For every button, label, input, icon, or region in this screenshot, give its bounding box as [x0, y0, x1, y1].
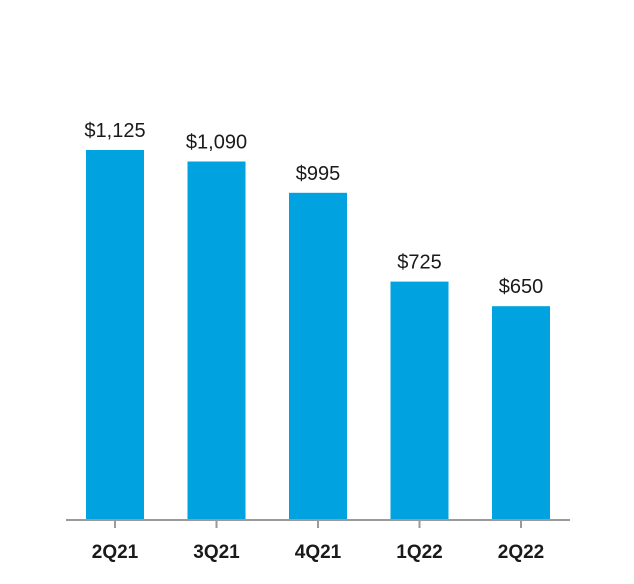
data-label-1q22: $725: [397, 252, 442, 274]
bar-group: [86, 150, 550, 521]
data-label-2q22: $650: [499, 276, 544, 298]
data-label-3q21: $1,090: [186, 132, 247, 154]
x-tick-label-group: 2Q21 3Q21 4Q21 1Q22 2Q22: [92, 542, 544, 563]
data-label-2q21: $1,125: [84, 120, 145, 142]
bar-4q21: [289, 192, 347, 521]
data-label-group: $1,125 $1,090 $995 $725 $650: [84, 120, 543, 298]
data-label-4q21: $995: [296, 163, 341, 185]
x-tick-group: [114, 520, 522, 528]
x-tick-label-3q21: 3Q21: [193, 542, 240, 563]
bar-3q21: [187, 161, 246, 520]
x-tick-label-2q21: 2Q21: [92, 542, 139, 563]
bar-2q22: [492, 306, 550, 520]
bar-1q22: [390, 281, 449, 520]
x-tick-label-4q21: 4Q21: [295, 542, 342, 563]
bar-2q21: [86, 150, 144, 520]
x-tick-label-1q22: 1Q22: [396, 542, 442, 563]
x-tick-label-2q22: 2Q22: [498, 542, 544, 563]
